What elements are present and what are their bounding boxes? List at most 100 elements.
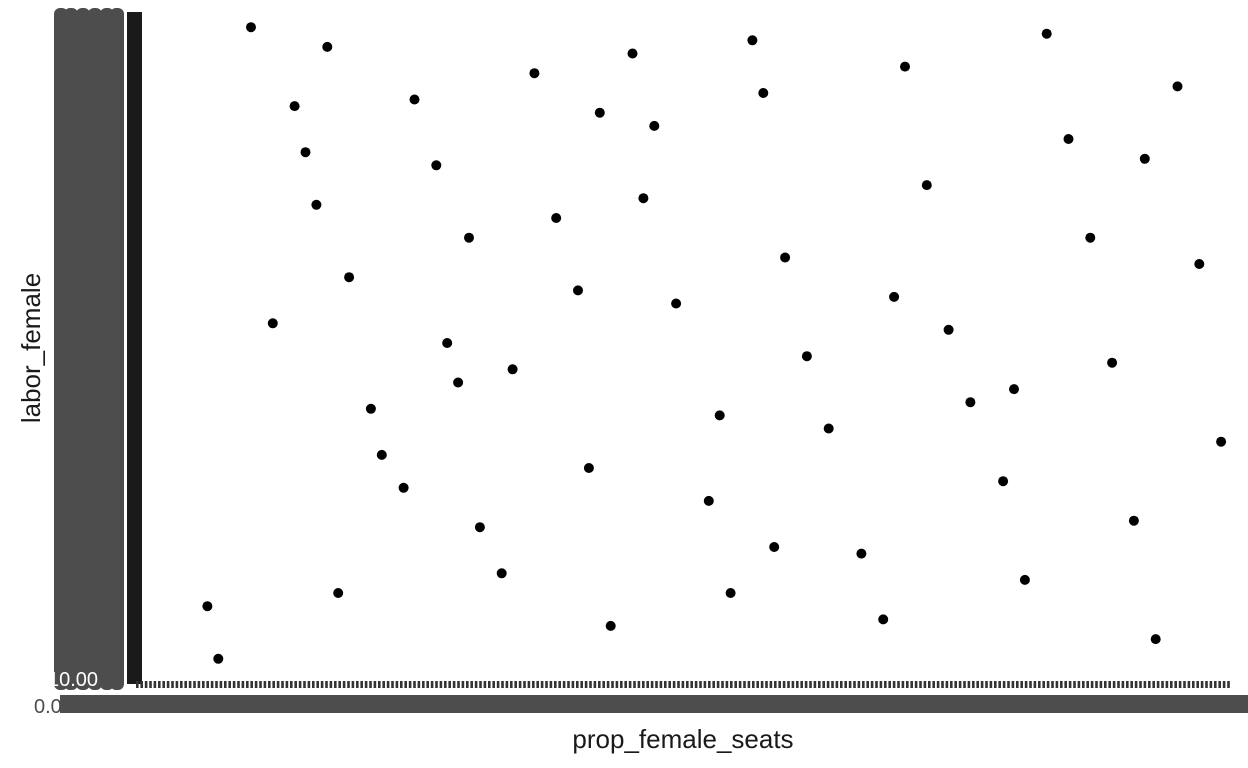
x-tick-mark [637, 681, 641, 688]
x-tick-mark [466, 681, 469, 688]
x-tick-mark [1165, 681, 1169, 688]
x-tick-mark [686, 681, 689, 688]
x-tick-mark [149, 681, 152, 688]
x-tick-mark [426, 681, 429, 688]
x-tick-mark [408, 681, 412, 688]
x-tick-mark [615, 681, 619, 688]
x-tick-mark [606, 681, 610, 688]
x-tick-mark [1073, 681, 1076, 688]
x-tick-mark [593, 681, 597, 688]
x-tick-mark [536, 681, 539, 688]
x-tick-mark [721, 681, 724, 688]
data-point [594, 107, 605, 118]
x-tick-mark [936, 681, 940, 688]
x-tick-mark [180, 681, 183, 688]
x-tick-mark [1082, 681, 1085, 688]
data-point [1128, 515, 1139, 526]
x-tick-mark [263, 681, 267, 688]
x-tick-mark [716, 681, 720, 688]
x-tick-mark [1051, 681, 1054, 688]
x-tick-mark [329, 681, 333, 688]
x-tick-mark [1060, 681, 1063, 688]
y-tick-labels: 10.00 [48, 8, 124, 691]
x-tick-mark [294, 681, 297, 688]
x-tick-mark [752, 681, 755, 688]
x-axis-title: prop_female_seats [572, 724, 793, 754]
x-tick-mark [782, 681, 786, 688]
x-tick-mark [787, 681, 790, 688]
data-point [780, 252, 791, 263]
x-tick-mark [373, 681, 377, 688]
data-point [1107, 357, 1118, 368]
data-point [1085, 232, 1096, 243]
x-tick-mark [892, 681, 896, 688]
x-tick-mark [461, 681, 465, 688]
data-point [551, 213, 562, 223]
x-tick-mark [1117, 681, 1120, 688]
data-point [213, 653, 224, 664]
x-tick-mark [1174, 681, 1177, 688]
x-tick-mark [1064, 681, 1067, 688]
x-tick-mark [272, 681, 275, 688]
x-tick-mark [457, 681, 460, 688]
x-tick-mark [708, 681, 711, 688]
data-point [322, 41, 333, 52]
x-tick-mark [316, 681, 319, 688]
x-tick-mark [228, 681, 231, 688]
x-tick-mark [470, 681, 473, 688]
x-tick-mark [624, 681, 627, 688]
x-tick-mark [268, 681, 271, 688]
x-tick-mark [136, 681, 139, 688]
x-tick-mark [945, 681, 949, 688]
x-tick-mark [171, 681, 174, 688]
x-tick-mark [1156, 681, 1160, 688]
data-point [1139, 153, 1150, 164]
x-tick-mark [677, 681, 680, 688]
x-tick-mark [602, 681, 605, 688]
data-point [747, 35, 758, 46]
x-tick-mark [285, 681, 289, 688]
x-tick-mark [848, 681, 852, 688]
x-tick-mark [395, 681, 399, 688]
data-point [671, 298, 682, 309]
data-point [246, 22, 256, 33]
x-tick-mark [584, 681, 588, 688]
x-tick-mark [197, 681, 201, 688]
x-tick-mark [422, 681, 425, 688]
x-tick-mark [646, 681, 649, 688]
x-tick-mark [444, 681, 447, 688]
x-tick-mark [166, 681, 170, 688]
x-tick-mark [897, 681, 900, 688]
x-tick-mark [246, 681, 249, 688]
x-tick-mark [976, 681, 979, 688]
x-tick-mark [1121, 681, 1125, 688]
data-point [1150, 634, 1161, 645]
x-tick-mark [386, 681, 390, 688]
x-tick-label: 0.00 [34, 696, 73, 718]
x-tick-mark [835, 681, 839, 688]
x-tick-mark [215, 681, 218, 688]
x-tick-mark [140, 681, 143, 688]
y-tick-label-column [64, 8, 78, 690]
x-tick-mark [906, 681, 909, 688]
x-tick-mark [360, 681, 363, 688]
x-tick-mark [1218, 681, 1221, 688]
data-point [376, 449, 387, 460]
x-tick-mark [1205, 681, 1208, 688]
x-tick-mark [1187, 681, 1191, 688]
x-tick-mark [430, 681, 434, 688]
x-tick-mark [576, 681, 579, 688]
x-tick-mark [241, 681, 245, 688]
x-tick-mark [831, 681, 834, 688]
x-tick-mark [175, 681, 179, 688]
x-tick-mark [1002, 681, 1006, 688]
x-tick-mark [351, 681, 355, 688]
x-tick-mark [1024, 681, 1028, 688]
x-tick-mark [760, 681, 764, 688]
x-tick-mark [413, 681, 416, 688]
x-tick-mark [941, 681, 944, 688]
x-tick-mark [400, 681, 403, 688]
x-tick-mark [193, 681, 196, 688]
x-tick-mark [417, 681, 421, 688]
x-tick-mark [554, 681, 557, 688]
